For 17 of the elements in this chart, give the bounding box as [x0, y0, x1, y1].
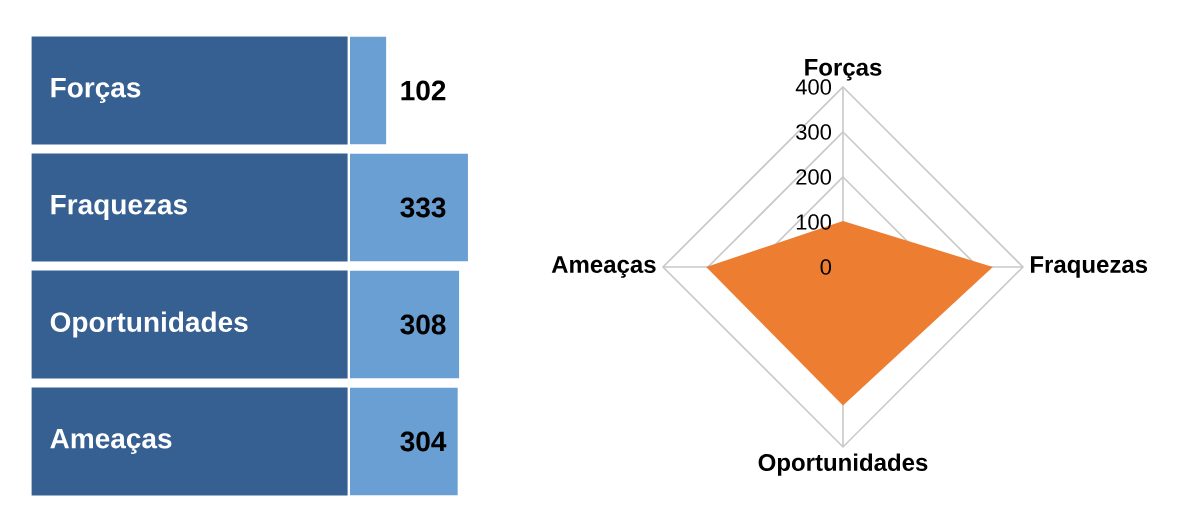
bar — [350, 36, 387, 145]
y-tick-label: Forças — [51, 77, 141, 104]
y-tick-label: 200 — [796, 169, 832, 185]
y-tick-label: 300 — [796, 124, 832, 140]
y-tick-label: Oportunidades — [50, 311, 248, 338]
y-tick-label: Ameaças — [50, 428, 172, 455]
y-tick-label: 0 — [820, 259, 832, 275]
data-label: 333 — [400, 197, 446, 218]
spoke-label: Oportunidades — [758, 453, 928, 476]
y-tick-label: 100 — [796, 214, 832, 230]
y-tick-label: Fraquezas — [51, 194, 187, 221]
data-label: 308 — [400, 314, 446, 335]
spoke-label: Fraquezas — [1030, 256, 1148, 278]
data-label: 102 — [401, 80, 446, 101]
data-label: 304 — [400, 431, 447, 452]
y-tick-label: 400 — [795, 79, 832, 95]
spoke-label: Ameaças — [551, 256, 656, 278]
